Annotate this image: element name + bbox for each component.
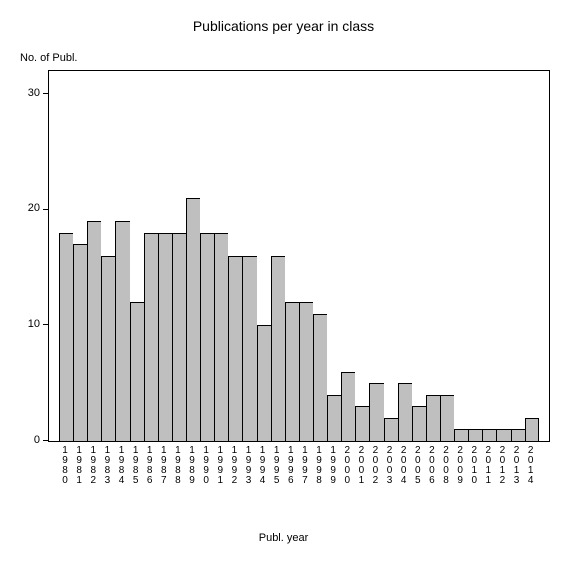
x-tick-label: 1990 — [199, 446, 213, 486]
x-tick-label: 2005 — [411, 446, 425, 486]
x-tick-label: 1992 — [227, 446, 241, 486]
x-axis-title: Publ. year — [0, 532, 567, 544]
y-tick-mark — [43, 93, 48, 94]
bar — [87, 221, 101, 441]
bar — [200, 233, 214, 441]
x-tick-label: 1991 — [213, 446, 227, 486]
chart-title: Publications per year in class — [0, 18, 567, 34]
x-tick-label: 2014 — [524, 446, 538, 486]
bars-container — [49, 71, 549, 441]
x-labels: 1980198119821983198419851986198719881989… — [58, 446, 538, 486]
x-tick-label: 2006 — [425, 446, 439, 486]
chart-container: Publications per year in class No. of Pu… — [0, 0, 567, 567]
x-tick-label: 2002 — [368, 446, 382, 486]
x-tick-label: 2000 — [340, 446, 354, 486]
plot-area — [48, 70, 550, 442]
x-tick-label: 1998 — [312, 446, 326, 486]
x-tick-label: 1996 — [284, 446, 298, 486]
x-tick-label: 2003 — [383, 446, 397, 486]
x-tick-label: 2012 — [495, 446, 509, 486]
x-tick-label: 1980 — [58, 446, 72, 486]
y-tick-label: 10 — [10, 318, 40, 330]
x-tick-label: 1999 — [326, 446, 340, 486]
bar — [101, 256, 115, 441]
bar — [412, 406, 426, 441]
y-tick-mark — [43, 440, 48, 441]
bar — [285, 302, 299, 441]
bar — [130, 302, 144, 441]
bar — [468, 429, 482, 441]
y-tick-label: 0 — [10, 434, 40, 446]
bar — [341, 372, 355, 441]
y-tick-label: 20 — [10, 202, 40, 214]
x-tick-label: 2008 — [439, 446, 453, 486]
bar — [525, 418, 539, 441]
bar — [355, 406, 369, 441]
x-tick-label: 1988 — [171, 446, 185, 486]
bar — [214, 233, 228, 441]
x-tick-label: 1995 — [270, 446, 284, 486]
x-tick-label: 2011 — [481, 446, 495, 486]
bar — [454, 429, 468, 441]
bar — [144, 233, 158, 441]
bar — [327, 395, 341, 441]
x-tick-label: 1997 — [298, 446, 312, 486]
x-tick-label: 2013 — [510, 446, 524, 486]
bar — [158, 233, 172, 441]
bar — [496, 429, 510, 441]
y-axis-title: No. of Publ. — [20, 52, 77, 64]
y-tick-label: 30 — [10, 87, 40, 99]
x-tick-label: 1983 — [100, 446, 114, 486]
x-tick-label: 1994 — [256, 446, 270, 486]
bar — [271, 256, 285, 441]
bar — [313, 314, 327, 441]
x-tick-label: 2009 — [453, 446, 467, 486]
bar — [482, 429, 496, 441]
x-tick-label: 1984 — [114, 446, 128, 486]
x-tick-label: 2004 — [397, 446, 411, 486]
bar — [384, 418, 398, 441]
x-tick-label: 2010 — [467, 446, 481, 486]
bar — [426, 395, 440, 441]
x-tick-label: 1986 — [143, 446, 157, 486]
bar — [59, 233, 73, 441]
bar — [242, 256, 256, 441]
y-tick-mark — [43, 209, 48, 210]
y-tick-mark — [43, 324, 48, 325]
x-tick-label: 2001 — [354, 446, 368, 486]
bar — [511, 429, 525, 441]
bar — [369, 383, 383, 441]
x-tick-label: 1981 — [72, 446, 86, 486]
bar — [228, 256, 242, 441]
x-tick-label: 1989 — [185, 446, 199, 486]
bar — [398, 383, 412, 441]
bar — [440, 395, 454, 441]
bar — [115, 221, 129, 441]
x-tick-label: 1987 — [157, 446, 171, 486]
bar — [73, 244, 87, 441]
x-tick-label: 1985 — [129, 446, 143, 486]
bar — [257, 325, 271, 441]
bar — [186, 198, 200, 441]
bar — [299, 302, 313, 441]
x-tick-label: 1993 — [241, 446, 255, 486]
x-tick-label: 1982 — [86, 446, 100, 486]
bar — [172, 233, 186, 441]
